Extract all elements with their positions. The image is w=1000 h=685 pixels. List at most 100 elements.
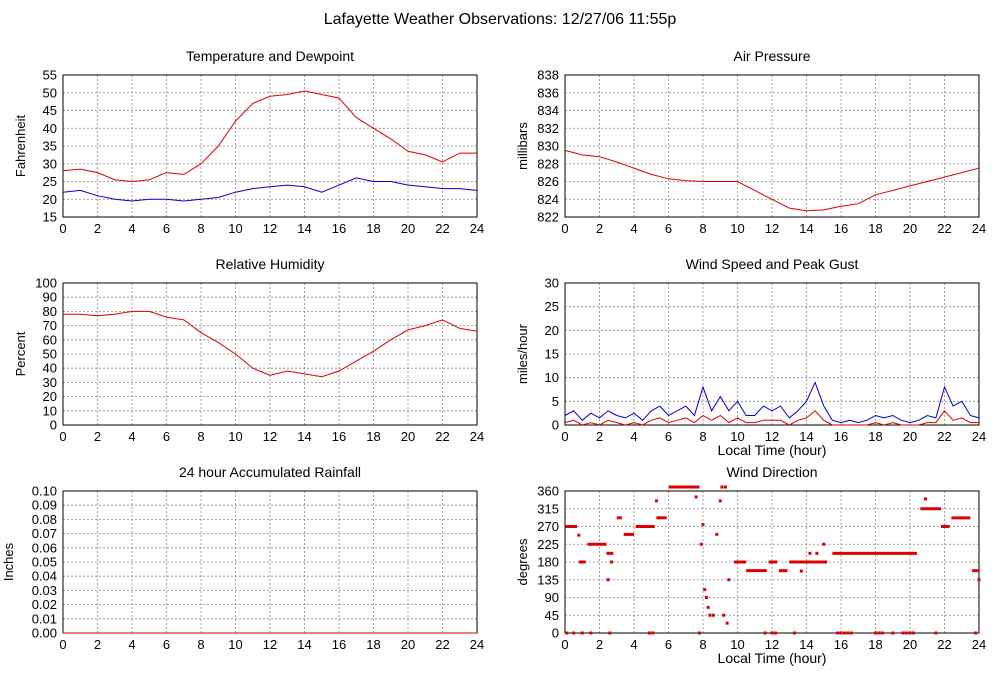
y-tick-label: 0.07: [32, 526, 57, 541]
x-tick-label: 24: [972, 637, 986, 652]
x-tick-label: 22: [435, 221, 449, 236]
x-tick-label: 0: [59, 429, 66, 444]
y-tick-label: 0: [552, 626, 559, 641]
wind-direction-point: [654, 499, 658, 503]
x-tick-label: 12: [263, 637, 277, 652]
x-tick-label: 20: [401, 221, 415, 236]
y-tick-label: 832: [537, 121, 559, 136]
wind-direction-point: [711, 613, 715, 617]
wind-direction-point: [874, 631, 877, 635]
x-tick-label: 16: [834, 429, 848, 444]
y-tick-label: 50: [43, 85, 57, 100]
y-tick-label: 0.01: [32, 611, 57, 626]
x-tick-label: 20: [401, 637, 415, 652]
y-tick-label: 15: [545, 347, 559, 362]
air-pressure-series-0: [564, 149, 980, 212]
x-tick-label: 18: [366, 429, 380, 444]
x-tick-label: 14: [297, 221, 311, 236]
x-tick-label: 4: [630, 429, 637, 444]
wind-speed-gust-xlabel: Local Time (hour): [718, 442, 827, 458]
y-tick-label: 35: [43, 139, 57, 154]
wind-speed-gust-series-1: [564, 410, 979, 426]
x-tick-label: 20: [903, 637, 917, 652]
x-tick-label: 8: [197, 221, 204, 236]
y-tick-label: 20: [545, 323, 559, 338]
y-tick-label: 0.02: [32, 597, 57, 612]
x-tick-label: 12: [765, 429, 779, 444]
y-tick-label: 90: [43, 290, 57, 305]
x-tick-label: 14: [799, 221, 813, 236]
wind-direction-point: [580, 631, 584, 635]
y-tick-label: 60: [43, 332, 57, 347]
x-tick-label: 14: [799, 429, 813, 444]
x-tick-label: 6: [163, 429, 170, 444]
wind-direction-point: [934, 631, 938, 635]
x-tick-label: 16: [834, 221, 848, 236]
x-tick-label: 2: [94, 221, 101, 236]
temperature-dewpoint-title: Temperature and Dewpoint: [186, 48, 354, 64]
x-tick-label: 0: [59, 221, 66, 236]
wind-direction-point: [839, 631, 843, 635]
x-tick-label: 10: [730, 429, 744, 444]
x-tick-label: 2: [596, 221, 603, 236]
y-tick-label: 45: [545, 608, 559, 623]
air-pressure-title: Air Pressure: [733, 48, 810, 64]
wind-direction-point: [842, 631, 846, 635]
wind-direction-point: [924, 497, 928, 501]
wind-direction-point: [703, 588, 707, 592]
x-tick-label: 12: [263, 221, 277, 236]
wind-direction-point: [891, 631, 895, 635]
y-tick-label: 0.05: [32, 555, 57, 570]
wind-direction-point: [815, 551, 819, 555]
wind-direction-xlabel: Local Time (hour): [718, 650, 827, 666]
wind-direction-point: [849, 631, 853, 635]
y-tick-label: 100: [35, 276, 57, 291]
x-tick-label: 22: [435, 637, 449, 652]
wind-direction-point: [770, 631, 774, 635]
wind-direction-point: [911, 631, 915, 635]
wind-direction-point: [704, 596, 708, 599]
y-tick-label: 5: [552, 394, 559, 409]
wind-direction-ylabel: degrees: [515, 538, 530, 585]
relative-humidity-title: Relative Humidity: [216, 256, 325, 272]
wind-direction-point: [720, 485, 724, 489]
x-tick-label: 18: [868, 637, 882, 652]
wind-direction-point: [725, 621, 729, 625]
x-tick-label: 18: [366, 221, 380, 236]
y-tick-label: 834: [537, 103, 559, 118]
accumulated-rainfall-title: 24 hour Accumulated Rainfall: [179, 464, 361, 480]
x-tick-label: 12: [765, 221, 779, 236]
temperature-dewpoint-series-0: [62, 90, 477, 183]
x-tick-label: 2: [94, 637, 101, 652]
x-tick-label: 4: [630, 637, 637, 652]
y-tick-label: 0.04: [32, 569, 57, 584]
wind-direction-point: [577, 533, 581, 537]
x-tick-label: 0: [561, 221, 568, 236]
air-pressure-ylabel: millibars: [515, 122, 530, 170]
y-tick-label: 10: [43, 403, 57, 418]
x-tick-label: 4: [128, 637, 135, 652]
x-tick-label: 20: [903, 221, 917, 236]
wind-direction-point: [908, 631, 912, 635]
y-tick-label: 0.09: [32, 498, 57, 513]
x-tick-label: 8: [197, 429, 204, 444]
y-tick-label: 838: [537, 68, 559, 83]
temperature-dewpoint-plot-frame: [62, 74, 478, 218]
y-tick-label: 828: [537, 156, 559, 171]
y-tick-label: 180: [537, 555, 559, 570]
x-tick-label: 0: [561, 637, 568, 652]
y-tick-label: 830: [537, 139, 559, 154]
x-tick-label: 2: [596, 429, 603, 444]
temperature-dewpoint-ylabel: Fahrenheit: [13, 115, 28, 178]
y-tick-label: 20: [43, 192, 57, 207]
y-tick-label: 50: [43, 347, 57, 362]
relative-humidity-ylabel: Percent: [13, 331, 28, 376]
wind-direction-point: [846, 631, 850, 635]
x-tick-label: 4: [630, 221, 637, 236]
x-tick-label: 6: [665, 637, 672, 652]
